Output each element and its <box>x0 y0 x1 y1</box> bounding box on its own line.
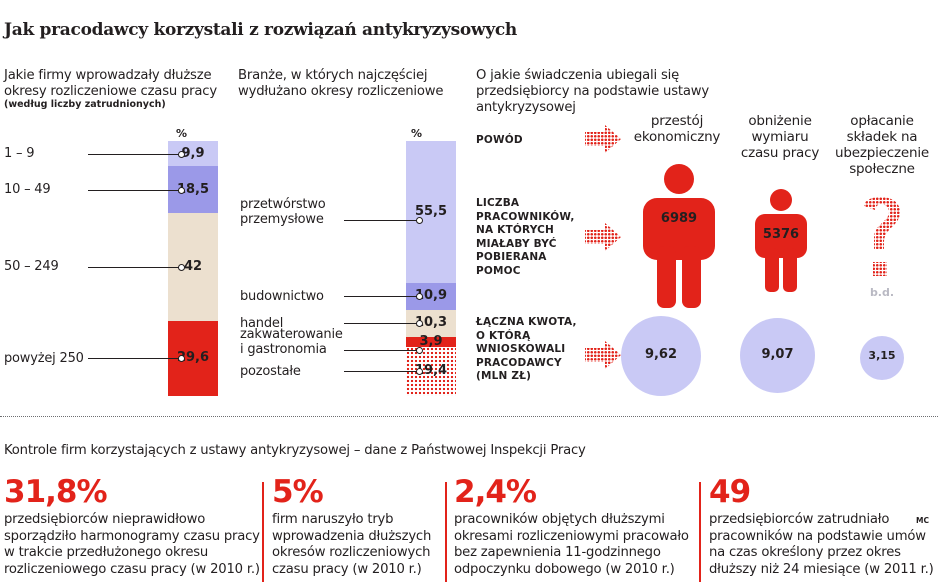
bar-value-label: 19,4 <box>414 363 448 379</box>
bar-segment <box>168 166 218 214</box>
bar-segment <box>406 141 456 283</box>
workers-downtime-value: 6989 <box>660 211 698 226</box>
stat-2-text: firm naruszyło tryb wprowadzenia dłuższy… <box>272 512 432 577</box>
leader-dot <box>178 263 185 271</box>
size-stacked-bar: 9,9 18,5 42 29,6 <box>168 141 218 396</box>
leader-line <box>344 323 418 325</box>
bar-value-label: 42 <box>183 258 203 274</box>
leader-dot <box>416 320 423 328</box>
leader-line <box>344 349 418 351</box>
arrow-workers-icon <box>585 223 621 251</box>
bar-value-label: 10,3 <box>414 315 448 331</box>
bar-value-label: 55,5 <box>414 203 448 219</box>
bar-segment <box>168 213 218 321</box>
stat-4-text: przedsiębiorców zatrudniało pracowników … <box>709 512 934 577</box>
leader-dot <box>178 355 185 363</box>
stat-1-value: 31,8% <box>4 474 108 510</box>
leader-dot <box>416 368 423 376</box>
amount-circle-downtime <box>621 316 701 396</box>
bottom-heading: Kontrole firm korzystających z ustawy an… <box>4 443 586 458</box>
left-heading: Jakie firmy wprowadzały dłuższe okresy r… <box>4 68 217 99</box>
bar-segment <box>406 282 456 311</box>
category-label: budownictwo <box>240 288 324 304</box>
category-label: 10 – 49 <box>4 182 51 198</box>
workers-reduced-value: 5376 <box>762 227 800 242</box>
leader-line <box>344 371 418 373</box>
amount-downtime-value: 9,62 <box>644 347 678 362</box>
left-pct-label: % <box>176 127 188 140</box>
arrow-amount-icon <box>585 341 621 369</box>
credit-label: MC <box>916 516 929 525</box>
leader-dot <box>416 293 423 301</box>
category-label: powyżej 250 <box>4 350 84 366</box>
leader-line <box>88 266 180 268</box>
stat-2-value: 5% <box>272 474 324 510</box>
industry-stacked-bar: 55,5 10,9 10,3 3,9 19,4 <box>406 141 456 396</box>
bar-value-label: 18,5 <box>176 181 210 197</box>
stat-3-text: pracowników objętych dłuższymi okresami … <box>454 512 689 577</box>
leader-dot <box>178 186 185 194</box>
right-heading: O jakie świadczenia ubiegali się przedsi… <box>476 68 709 115</box>
workers-contrib-value: b.d. <box>869 286 895 299</box>
category-label: 50 – 249 <box>4 259 59 275</box>
leader-line <box>88 358 180 360</box>
row-label-amount: ŁĄCZNA KWOTA, O KTÓRĄ WNIOSKOWALI PRACOD… <box>476 316 577 382</box>
category-label: zakwaterowanie i gastronomia <box>240 326 343 357</box>
stat-divider-3 <box>699 482 701 582</box>
leader-dot <box>178 150 185 158</box>
col-head-contributions: opłacanie składek na ubezpieczenie społe… <box>835 113 929 177</box>
amount-circle-reduced <box>740 318 815 393</box>
stat-3-value: 2,4% <box>454 474 537 510</box>
arrow-reason-icon <box>585 125 621 153</box>
category-label: handel <box>240 315 284 331</box>
stat-1-text: przedsiębiorców nieprawidłowo sporządził… <box>4 512 260 577</box>
leader-dot <box>416 346 423 354</box>
middle-heading: Branże, w których najczęściej wydłużano … <box>238 68 444 99</box>
middle-pct-label: % <box>411 127 423 140</box>
row-label-workers: LICZBA PRACOWNIKÓW, NA KTÓRYCH MIAŁABY B… <box>476 197 575 277</box>
bar-value-label: 3,9 <box>419 333 443 349</box>
question-mark-icon <box>864 196 900 276</box>
leader-line <box>88 153 180 155</box>
leader-dot <box>416 216 423 224</box>
row-label-reason: POWÓD <box>476 134 523 146</box>
amount-reduced-value: 9,07 <box>761 347 794 362</box>
bar-value-label: 10,9 <box>414 288 448 304</box>
stat-divider-1 <box>262 482 264 582</box>
amount-circle-contrib <box>860 336 904 380</box>
category-label: przetwórstwo przemysłowe <box>240 196 326 227</box>
page-title: Jak pracodawcy korzystali z rozwiązań an… <box>4 20 517 40</box>
stat-4-value: 49 <box>709 474 751 510</box>
bar-segment <box>406 336 456 347</box>
category-label: 1 – 9 <box>4 146 35 162</box>
person-large-icon <box>643 164 715 308</box>
col-head-reduced-hours: obniżenie wymiaru czasu pracy <box>740 113 820 161</box>
category-label: pozostałe <box>240 363 301 379</box>
section-divider <box>0 416 938 417</box>
bar-value-label: 9,9 <box>181 145 205 161</box>
col-head-downtime: przestój ekonomiczny <box>633 113 721 145</box>
person-small-icon <box>755 189 807 292</box>
amount-contrib-value: 3,15 <box>868 349 896 362</box>
leader-line <box>344 296 418 298</box>
leader-line <box>344 219 418 221</box>
bar-value-label: 29,6 <box>176 350 210 366</box>
stat-divider-2 <box>445 482 447 582</box>
left-note: (według liczby zatrudnionych) <box>4 99 166 110</box>
leader-line <box>88 189 180 191</box>
